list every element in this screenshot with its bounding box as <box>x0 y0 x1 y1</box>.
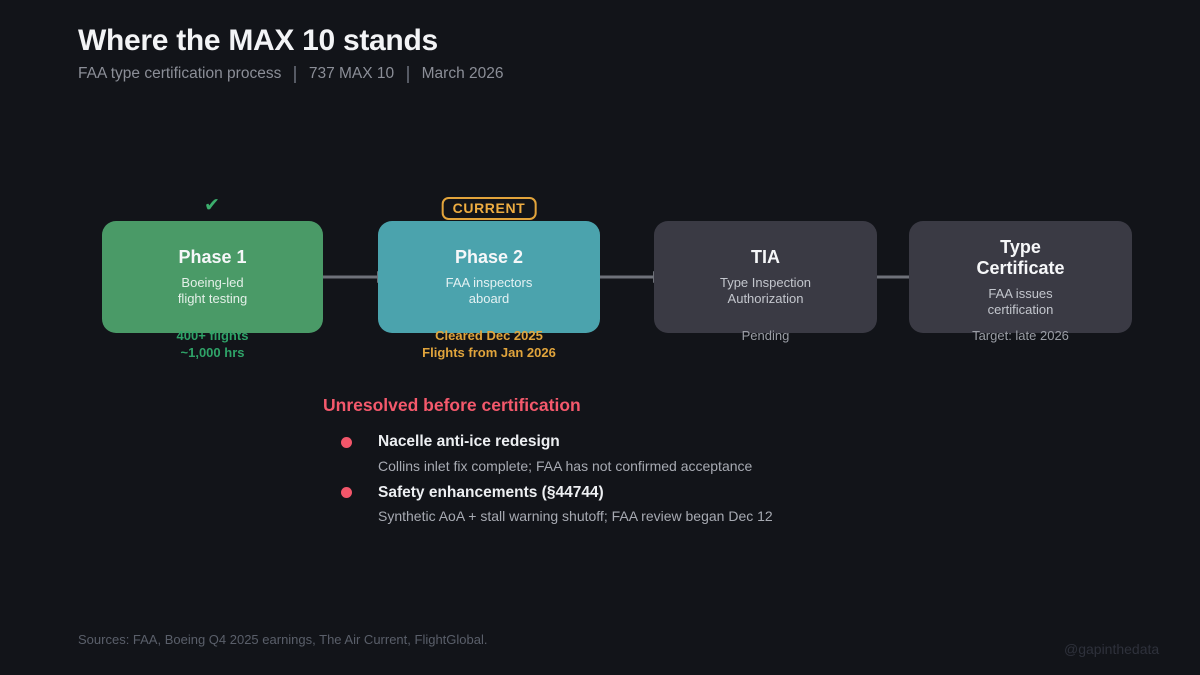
stage-box-type-certificate: Type Certificate FAA issues certificatio… <box>909 221 1132 333</box>
subtitle-date: March 2026 <box>421 65 504 82</box>
caption-line: 400+ flights <box>176 328 249 343</box>
caption-line: Pending <box>741 328 790 343</box>
unresolved-item-desc: Synthetic AoA + stall warning shutoff; F… <box>378 508 773 524</box>
stage-caption-phase2: Cleared Dec 2025 Flights from Jan 2026 <box>378 327 600 361</box>
unresolved-item-title: Nacelle anti-ice redesign <box>378 433 560 450</box>
stage-subtitle: FAA issues certification <box>987 285 1054 317</box>
subtitle-divider <box>407 65 409 83</box>
caption-line: Cleared Dec 2025 <box>435 328 543 343</box>
unresolved-heading: Unresolved before certification <box>323 395 581 415</box>
stage-subtitle: Type Inspection Authorization <box>719 275 812 306</box>
stage-box-tia: TIA Type Inspection Authorization <box>654 221 877 333</box>
check-icon: ✔ <box>204 195 220 216</box>
watermark: @gapinthedata <box>1064 641 1160 657</box>
subtitle-process: FAA type certification process <box>78 65 282 82</box>
bullet-dot-icon <box>341 487 352 498</box>
subtitle-aircraft: 737 MAX 10 <box>308 65 395 82</box>
unresolved-item-title: Safety enhancements (§44744) <box>378 484 604 501</box>
stage-caption-phase1: 400+ flights ~1,000 hrs <box>102 327 323 361</box>
caption-line: Target: late 2026 <box>972 328 1069 343</box>
stage-box-phase1: Phase 1 Boeing-led flight testing <box>102 221 323 333</box>
stage-title: TIA <box>751 247 780 267</box>
page-title: Where the MAX 10 stands <box>78 24 438 57</box>
caption-line: ~1,000 hrs <box>180 345 245 360</box>
caption-line: Flights from Jan 2026 <box>422 345 556 360</box>
subtitle-divider <box>294 65 296 83</box>
bullet-dot-icon <box>341 437 352 448</box>
stage-box-phase2: Phase 2 FAA inspectors aboard <box>378 221 600 333</box>
stage-title: Phase 2 <box>454 247 524 267</box>
page-subtitle: FAA type certification process 737 MAX 1… <box>78 65 504 83</box>
stage-subtitle: Boeing-led flight testing <box>177 275 248 306</box>
stage-caption-type-certificate: Target: late 2026 <box>909 327 1132 344</box>
stage-title: Type Certificate <box>976 236 1065 278</box>
stage-title: Phase 1 <box>178 247 247 267</box>
stage-caption-tia: Pending <box>654 327 877 344</box>
unresolved-item-desc: Collins inlet fix complete; FAA has not … <box>378 458 753 474</box>
stage-subtitle: FAA inspectors aboard <box>445 275 533 306</box>
current-badge: CURRENT <box>441 197 537 220</box>
sources-note: Sources: FAA, Boeing Q4 2025 earnings, T… <box>78 632 488 647</box>
